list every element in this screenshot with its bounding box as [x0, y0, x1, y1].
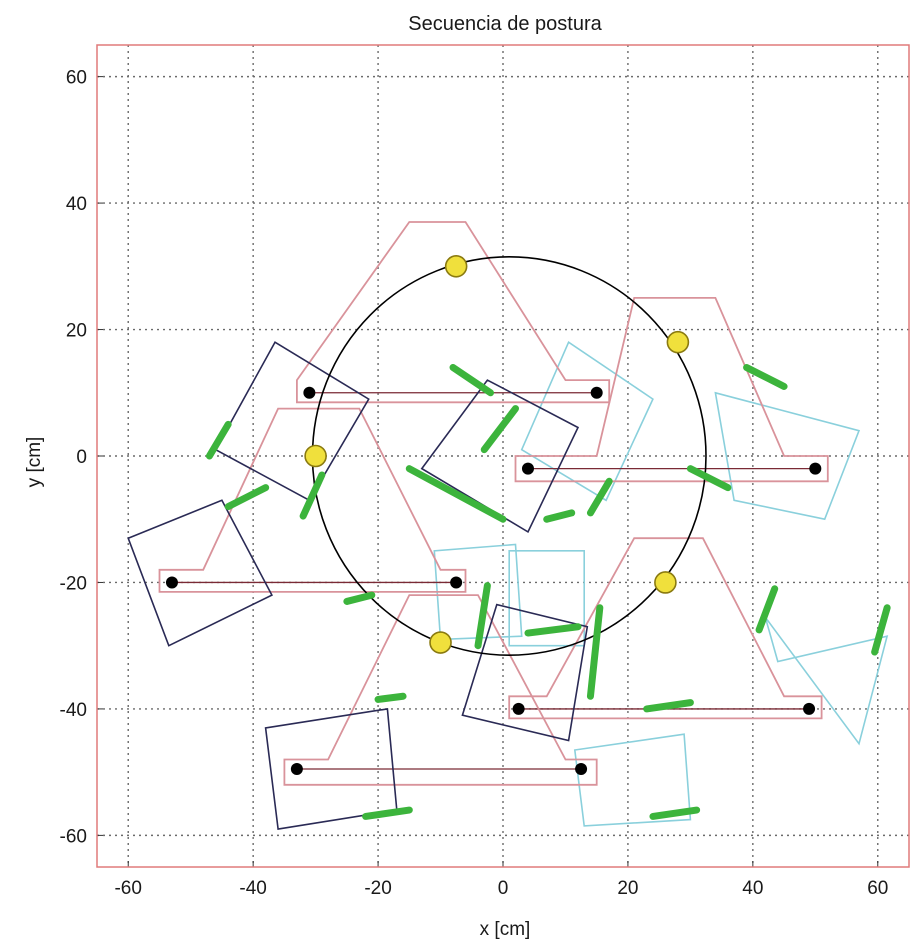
- x-tick-label: 60: [867, 878, 888, 899]
- circle-marker: [666, 330, 690, 354]
- dark-square: [461, 603, 589, 742]
- leg-segment: [543, 509, 576, 523]
- y-tick-label: 40: [66, 194, 87, 215]
- body-outline: [295, 221, 611, 404]
- tick-labels: -60 -40 -20 0 20 40 60 -60 -40 -20 0 20 40 60: [60, 68, 889, 899]
- leg-segment: [362, 806, 413, 820]
- leg-segment: [299, 471, 326, 520]
- y-tick-label: 60: [66, 68, 87, 89]
- leg-segment: [374, 692, 407, 703]
- leg-segment: [686, 465, 732, 492]
- y-tick-label: -40: [60, 700, 87, 721]
- leg-segment: [643, 699, 694, 713]
- circle-marker: [429, 631, 452, 654]
- body-outline: [514, 296, 829, 483]
- light-square: [764, 616, 889, 746]
- light-square: [714, 391, 861, 521]
- leg-segment: [205, 420, 232, 460]
- leg-segment: [524, 623, 582, 637]
- grid-lines: [97, 45, 909, 867]
- circle-marker: [654, 571, 677, 594]
- leg-segment: [871, 604, 891, 656]
- x-tick-label: -60: [114, 878, 141, 899]
- foot-marker: [809, 462, 822, 475]
- x-tick-label: 20: [617, 878, 638, 899]
- light-square: [573, 733, 692, 827]
- y-tick-label: 0: [76, 447, 87, 468]
- dark-square: [214, 341, 370, 502]
- foot-marker: [521, 462, 534, 475]
- dark-square: [127, 499, 273, 647]
- x-tick-label: 40: [742, 878, 763, 899]
- foot-marker: [512, 702, 525, 715]
- light-squares: [433, 340, 889, 827]
- foot-marker: [290, 762, 303, 775]
- plot-frame: [96, 44, 910, 868]
- leg-segment: [224, 484, 270, 511]
- leg-segment: [755, 585, 779, 634]
- body-outline: [158, 407, 467, 593]
- foot-marker: [803, 702, 816, 715]
- legs: [205, 363, 891, 820]
- x-tick-label: 0: [498, 878, 509, 899]
- leg-segment: [649, 806, 701, 820]
- leg-segment: [405, 465, 507, 523]
- leg-segment: [586, 477, 613, 517]
- y-tick-label: -60: [60, 826, 87, 847]
- leg-segment: [586, 604, 604, 700]
- foot-marker: [303, 386, 316, 399]
- markers: [165, 255, 822, 775]
- leg-segment: [449, 363, 495, 397]
- x-axis-label: x [cm]: [480, 919, 531, 940]
- y-axis-label: y [cm]: [24, 437, 45, 488]
- foot-marker: [575, 762, 588, 775]
- foot-marker: [450, 576, 463, 589]
- circle-marker: [444, 255, 468, 278]
- leg-segment: [343, 591, 376, 605]
- light-square: [520, 340, 654, 502]
- y-tick-label: 20: [66, 321, 87, 342]
- body-outline: [283, 594, 598, 786]
- leg-segment: [480, 405, 519, 454]
- light-square: [433, 543, 523, 641]
- y-tick-label: -20: [60, 573, 87, 594]
- leg-segment: [474, 582, 491, 650]
- leg-segment: [743, 363, 788, 390]
- x-tick-label: -40: [239, 878, 266, 899]
- bodies: [158, 221, 829, 786]
- x-tick-label: -20: [364, 878, 391, 899]
- foot-marker: [590, 386, 603, 399]
- chart-title: Secuencia de postura: [408, 13, 602, 35]
- circle-marker: [304, 444, 327, 468]
- foot-marker: [165, 576, 178, 589]
